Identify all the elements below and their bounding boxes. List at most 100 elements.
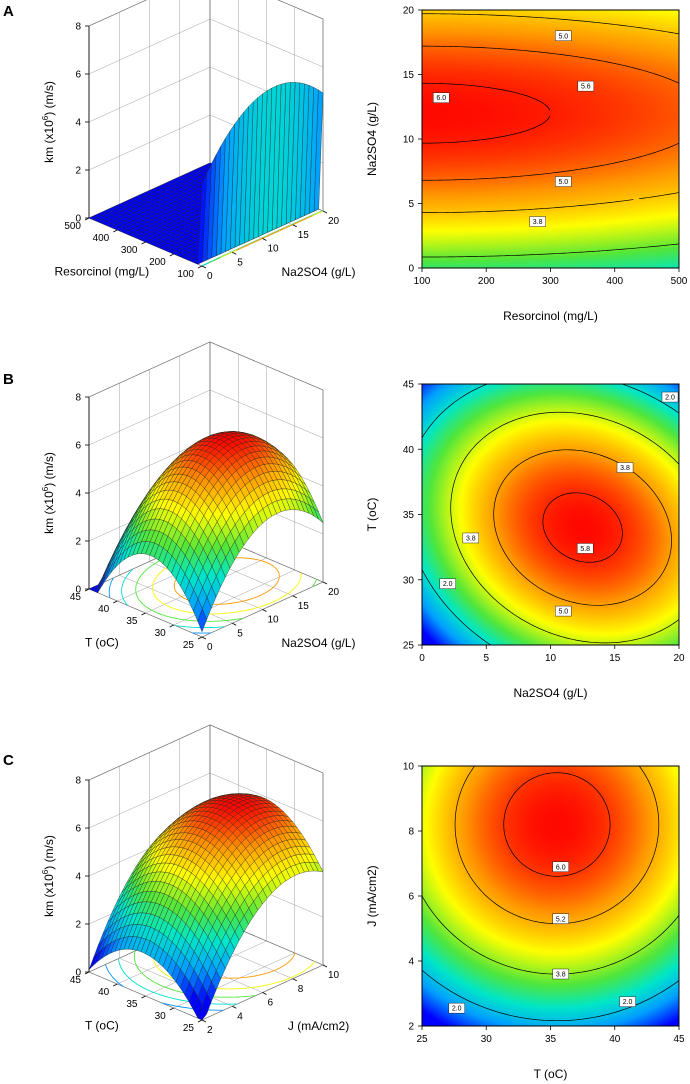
y-tick	[292, 595, 297, 599]
x-axis-title: Na2SO4 (g/L)	[513, 686, 587, 700]
x-tick-label: 20	[673, 653, 685, 664]
y-tick-label: 10	[403, 762, 415, 773]
contour-line-3-8	[422, 243, 680, 258]
contour-label-box	[555, 605, 572, 617]
x-tick-label: 400	[93, 233, 110, 244]
x-tick-label: 100	[414, 276, 431, 287]
y-tick	[292, 224, 297, 228]
z-tick-label: 6	[75, 70, 81, 81]
y-tick	[322, 964, 328, 968]
floor-contour	[108, 577, 212, 634]
x-tick	[141, 241, 146, 245]
contour-line-5-6	[422, 45, 680, 181]
x-tick-label: 45	[70, 592, 82, 603]
y-tick-label: 15	[403, 70, 415, 81]
z-tick-label: 8	[75, 22, 81, 33]
z-tick-label: 2	[75, 920, 81, 931]
contour-label: 3.8	[556, 972, 566, 979]
z-gridline	[88, 0, 324, 27]
z-tick-label: 0	[75, 968, 81, 979]
contour-line-5	[422, 13, 680, 214]
x-tick	[141, 995, 146, 999]
x-tick-label: 10	[545, 653, 557, 664]
y-tick-label: 4	[408, 957, 414, 968]
y-tick-label: 10	[268, 244, 280, 255]
x-tick-label: 35	[126, 616, 138, 627]
panel-letter-b: B	[3, 371, 14, 388]
z-axis-title-base: km (x10	[42, 874, 56, 917]
y-tick-label: 25	[403, 641, 415, 652]
y-tick-label: 15	[298, 230, 310, 241]
x-tick	[169, 624, 174, 628]
x-tick	[169, 253, 174, 257]
x-axis-title: T (oC)	[534, 1067, 568, 1081]
x-tick	[113, 600, 118, 604]
x-tick-label: 15	[609, 653, 621, 664]
x-tick-label: 0	[419, 653, 425, 664]
y-tick	[262, 609, 267, 612]
panel-letter-c: C	[3, 752, 14, 769]
contour-line-3-8	[450, 411, 680, 644]
y-tick-label: 5	[408, 199, 414, 210]
y-axis-title: Na2SO4 (g/L)	[282, 636, 356, 650]
x-tick-label: 40	[609, 1034, 621, 1045]
contour-label: 5.8	[580, 546, 590, 553]
y-tick-label: 40	[403, 445, 415, 456]
contour-label-box	[555, 30, 572, 41]
x-tick-label: 40	[98, 987, 110, 998]
contour-line-2	[421, 969, 680, 1022]
contour-label-box	[577, 80, 595, 92]
contour-label: 3.8	[533, 219, 543, 226]
contour-label-box	[616, 462, 634, 473]
x-axis-title: T (oC)	[85, 636, 119, 650]
surface-mesh	[88, 793, 324, 1021]
surface-mesh	[88, 82, 324, 265]
y-gridline	[149, 369, 263, 610]
x-tick-label: 45	[70, 975, 82, 986]
x-tick-label: 200	[149, 257, 166, 268]
z-axis-title-tail: ) (m/s)	[42, 835, 56, 870]
contour-label-box	[552, 968, 569, 980]
y-tick	[232, 622, 237, 626]
x-tick-label: 300	[542, 276, 559, 287]
contour-label-box	[619, 996, 636, 1007]
contour-label-box	[433, 92, 450, 103]
surface-cell	[197, 173, 207, 265]
z-axis-title-tail: ) (m/s)	[42, 81, 56, 116]
contour-line-6	[421, 82, 551, 144]
contour-plot-a: 5.0 5.6 6.0 5.0 3.8 100 200 300 400 500 0 5 10 15 20 Re…	[365, 6, 688, 324]
contour-label: 2.0	[443, 581, 453, 588]
contour-label: 3.8	[466, 535, 476, 542]
contour-label: 2.0	[452, 1006, 462, 1013]
x-tick-label: 35	[126, 999, 138, 1010]
contour-line-5-8	[542, 492, 623, 563]
contour-label-box	[661, 391, 679, 403]
z-axis-title-tail: ) (m/s)	[42, 452, 56, 487]
x-tick-label: 5	[483, 653, 489, 664]
contour-label: 3.8	[620, 465, 630, 472]
x-tick	[84, 971, 90, 975]
x-tick-label: 25	[183, 1023, 195, 1034]
contour-plot-b: 2.0 3.8 3.8 2.0 5.8 5.0 0 5 10 15 20 25 30 35 40 45 Na2S…	[365, 380, 685, 701]
surface-mesh	[88, 431, 324, 633]
x-tick-label: 45	[673, 1034, 685, 1045]
y-tick-label: 45	[403, 380, 415, 391]
y-tick-label: 30	[403, 575, 415, 586]
z-tick-label: 4	[75, 118, 81, 129]
contour-label-box	[552, 913, 569, 924]
x-tick-label: 200	[478, 276, 495, 287]
y-tick-label: 10	[268, 615, 280, 626]
y-tick-label: 2	[207, 1025, 213, 1036]
x-tick	[169, 1007, 174, 1011]
z-axis-title-sup: 6	[41, 486, 50, 491]
contour-label: 5.2	[556, 916, 566, 923]
y-tick-label: 4	[237, 1011, 243, 1022]
z-tick-label: 2	[75, 537, 81, 548]
contour-line-2	[421, 383, 680, 646]
x-tick	[84, 217, 90, 221]
surface-plot-c: 0 2 4 6 8 25 30 35 40 45 2 4 6 8 10 T (oC) J (mA/cm2) km …	[41, 724, 349, 1036]
x-tick	[197, 636, 203, 640]
